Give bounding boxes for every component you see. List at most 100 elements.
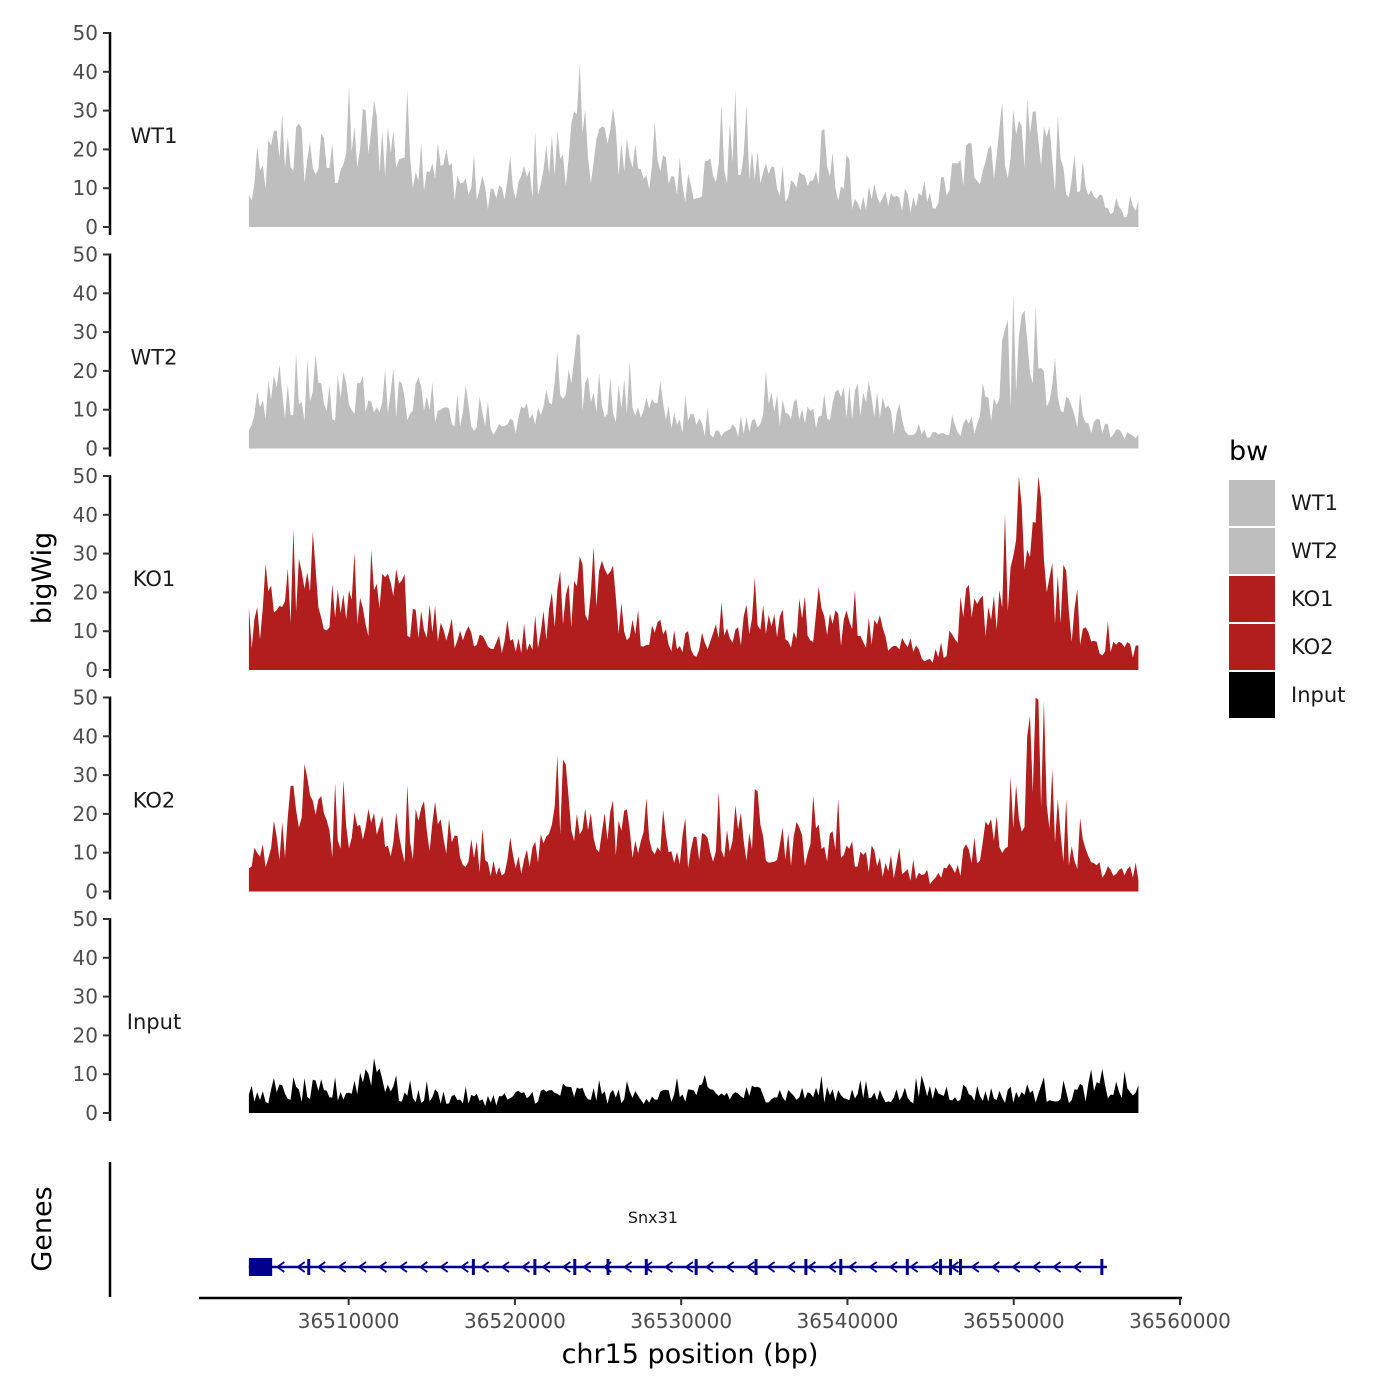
x-tick-label: 36530000 (630, 1309, 732, 1333)
legend: bw WT1 WT2 KO1 KO2 Input (1229, 436, 1345, 718)
strand-arrow (602, 1261, 612, 1273)
strand-arrow (868, 1261, 878, 1273)
strand-arrow (847, 1261, 857, 1273)
signal-area-ko1 (248, 476, 1139, 670)
track-label: WT2 (131, 346, 178, 370)
track-ko2: 0 10 20 30 40 50 KO2 (73, 686, 1139, 904)
strand-arrow (704, 1261, 714, 1273)
strand-arrow (888, 1261, 898, 1273)
strand-arrow (643, 1261, 653, 1273)
strand-arrow (316, 1261, 326, 1273)
strand-arrow (663, 1261, 673, 1273)
strand-arrow (827, 1261, 837, 1273)
gene-label: Snx31 (628, 1208, 678, 1227)
strand-arrow (1031, 1261, 1041, 1273)
track-wt1: 0 10 20 30 40 50 WT1 (73, 21, 1139, 239)
track-label: Input (127, 1010, 181, 1034)
strand-arrow (561, 1261, 571, 1273)
x-tick-label: 36540000 (797, 1309, 899, 1333)
strand-arrow (1011, 1261, 1021, 1273)
y-tick-label: 40 (73, 281, 98, 305)
strand-arrow (459, 1261, 469, 1273)
legend-title: bw (1229, 436, 1268, 467)
signal-area-wt1 (248, 63, 1139, 228)
strand-arrow (623, 1261, 633, 1273)
strand-arrow (1052, 1261, 1062, 1273)
strand-arrow (990, 1261, 1000, 1273)
strand-arrow (745, 1261, 755, 1273)
track-ko1: 0 10 20 30 40 50 KO1 (73, 464, 1139, 682)
y-tick-label: 40 (73, 946, 98, 970)
legend-key-wt1 (1229, 480, 1275, 526)
strand-arrow (418, 1261, 428, 1273)
x-tick-label: 36520000 (464, 1309, 566, 1333)
legend-key-input (1229, 672, 1275, 718)
gene-exon (606, 1259, 610, 1275)
strand-arrow (520, 1261, 530, 1273)
track-input: 0 10 20 30 40 50 Input (73, 907, 1139, 1125)
legend-key-ko2 (1229, 624, 1275, 670)
y-tick-label: 10 (73, 841, 98, 865)
track-label: KO2 (133, 789, 176, 813)
y-tick-label: 40 (73, 60, 98, 84)
y-tick-label: 20 (73, 580, 98, 604)
strand-arrow (909, 1261, 919, 1273)
legend-label: WT1 (1291, 491, 1338, 515)
y-tick-label: 30 (73, 542, 98, 566)
y-tick-label: 0 (85, 880, 98, 904)
strand-arrow (949, 1261, 959, 1273)
gene-exon (1100, 1259, 1104, 1275)
gene-exon (804, 1259, 808, 1275)
y-tick-label: 50 (73, 686, 98, 710)
gene-exon (259, 1259, 263, 1275)
legend-key-wt2 (1229, 528, 1275, 574)
strand-arrow (929, 1261, 939, 1273)
strand-arrow (398, 1261, 408, 1273)
track-label: KO1 (133, 567, 176, 591)
strand-arrow (337, 1261, 347, 1273)
strand-arrow (806, 1261, 816, 1273)
y-tick-label: 50 (73, 21, 98, 45)
y-tick-label: 20 (73, 137, 98, 161)
gene-exon (939, 1259, 943, 1275)
y-tick-label: 20 (73, 359, 98, 383)
genes-axis-title: Genes (27, 1186, 58, 1271)
strand-arrow (480, 1261, 490, 1273)
strand-arrow (970, 1261, 980, 1273)
y-tick-label: 20 (73, 802, 98, 826)
y-axis-title: bigWig (27, 532, 58, 625)
x-tick-label: 36510000 (298, 1309, 400, 1333)
strand-arrow (275, 1261, 285, 1273)
y-tick-label: 10 (73, 1062, 98, 1086)
strand-arrow (766, 1261, 776, 1273)
legend-label: Input (1291, 683, 1345, 707)
gene-model (248, 1258, 1107, 1276)
gene-exon (307, 1259, 311, 1275)
strand-arrow (357, 1261, 367, 1273)
x-axis-title: chr15 position (bp) (562, 1339, 819, 1370)
gene-exon (471, 1259, 475, 1275)
y-tick-label: 30 (73, 320, 98, 344)
strand-arrow (377, 1261, 387, 1273)
y-tick-label: 50 (73, 907, 98, 931)
strand-arrow (582, 1261, 592, 1273)
strand-arrow (684, 1261, 694, 1273)
y-tick-label: 40 (73, 724, 98, 748)
gene-exon (839, 1259, 843, 1275)
gene-exon (694, 1259, 698, 1275)
gene-exon (959, 1259, 963, 1275)
y-tick-label: 0 (85, 1101, 98, 1125)
y-tick-label: 0 (85, 215, 98, 239)
y-tick-label: 10 (73, 619, 98, 643)
track-wt2: 0 10 20 30 40 50 WT2 (73, 243, 1139, 461)
track-label: WT1 (131, 124, 178, 148)
signal-area-input (248, 1058, 1139, 1113)
x-tick-label: 36550000 (963, 1309, 1065, 1333)
gene-exon (905, 1259, 909, 1275)
y-tick-label: 0 (85, 658, 98, 682)
signal-area-wt2 (248, 293, 1139, 449)
y-tick-label: 10 (73, 176, 98, 200)
legend-label: KO1 (1291, 587, 1334, 611)
x-axis: 36510000 36520000 36530000 36540000 36550000… (199, 1296, 1231, 1333)
